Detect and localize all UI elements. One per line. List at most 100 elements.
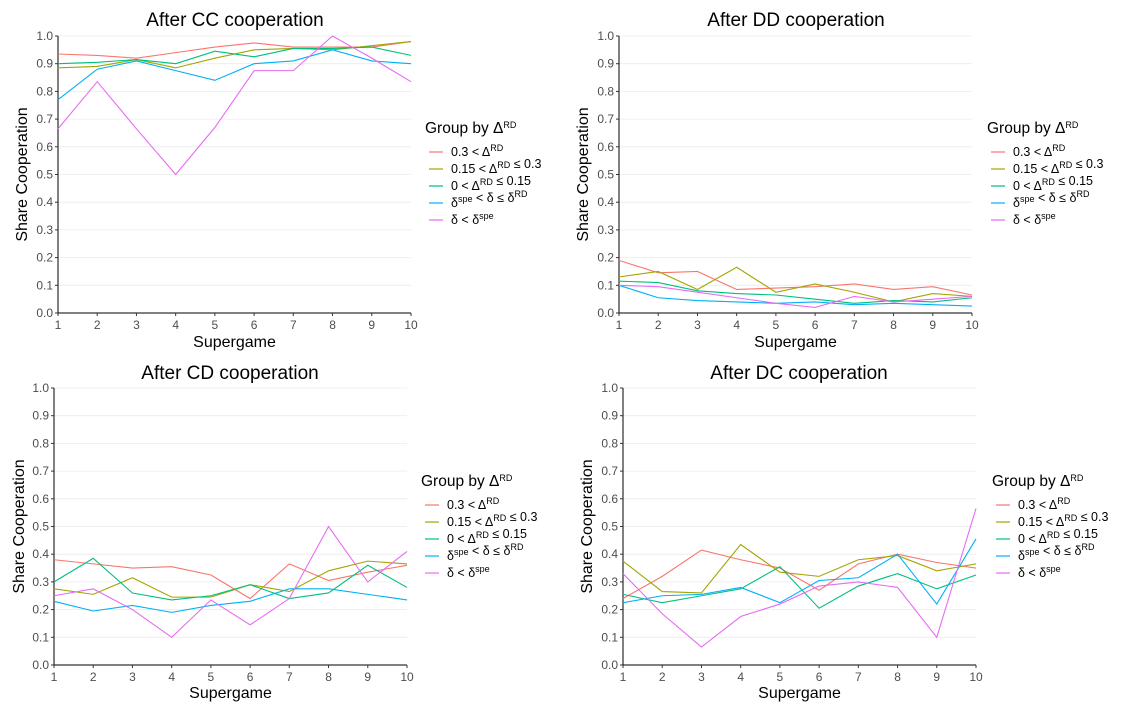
x-tick-label: 10 bbox=[400, 670, 414, 684]
legend-title: Group by ΔRD bbox=[992, 473, 1084, 490]
x-tick-label: 7 bbox=[851, 318, 858, 332]
y-axis-label: Share Cooperation bbox=[11, 459, 28, 593]
y-tick-label: 0.4 bbox=[597, 195, 614, 209]
y-tick-label: 1.0 bbox=[36, 29, 53, 43]
x-tick-label: 1 bbox=[51, 670, 58, 684]
x-tick-label: 9 bbox=[364, 670, 371, 684]
legend-label-3: 0 < ΔRD ≤ 0.15 bbox=[447, 527, 527, 546]
x-tick-label: 2 bbox=[659, 670, 666, 684]
series-line-4 bbox=[53, 588, 408, 613]
gridlines bbox=[623, 387, 976, 666]
y-tick-label: 0.5 bbox=[32, 520, 49, 534]
series-line-4 bbox=[622, 538, 977, 606]
y-axis-label: Share Cooperation bbox=[579, 459, 596, 593]
x-tick-label: 3 bbox=[133, 318, 140, 332]
y-tick-label: 0.2 bbox=[32, 603, 49, 617]
legend-label-5: δ < δspe bbox=[451, 211, 494, 227]
legend-label-2: 0.15 < ΔRD ≤ 0.3 bbox=[1013, 157, 1103, 176]
x-tick-label: 3 bbox=[694, 318, 701, 332]
y-tick-label: 0.3 bbox=[36, 223, 53, 237]
y-tick-label: 0.4 bbox=[32, 547, 49, 561]
legend-label-1: 0.3 < ΔRD bbox=[451, 143, 504, 159]
series-line-2 bbox=[622, 543, 977, 594]
x-tick-label: 9 bbox=[368, 318, 375, 332]
y-tick-label: 0.7 bbox=[36, 112, 53, 126]
x-tick-label: 5 bbox=[212, 318, 219, 332]
y-tick-label: 0.9 bbox=[597, 57, 614, 71]
x-tick-label: 7 bbox=[855, 670, 862, 684]
chart-title: After CD cooperation bbox=[141, 363, 318, 384]
x-tick-label: 10 bbox=[969, 670, 983, 684]
x-tick-label: 2 bbox=[655, 318, 662, 332]
x-tick-label: 7 bbox=[290, 318, 297, 332]
y-tick-label: 0.8 bbox=[32, 436, 49, 450]
legend-title: Group by ΔRD bbox=[421, 473, 513, 490]
y-tick-label: 0.1 bbox=[32, 630, 49, 644]
y-tick-label: 0.4 bbox=[601, 547, 618, 561]
y-tick-label: 0.9 bbox=[36, 57, 53, 71]
series-line-4 bbox=[618, 284, 973, 307]
y-tick-label: 1.0 bbox=[32, 381, 49, 395]
y-tick-label: 1.0 bbox=[601, 381, 618, 395]
y-tick-label: 0.1 bbox=[36, 278, 53, 292]
series-line-5 bbox=[622, 508, 977, 648]
gridlines bbox=[619, 35, 972, 314]
panel-3: 0.0 0.1 0.2 0.3 0.4 0.5 0.6 0.7 0.8 0.9 1.0 1 2 3 4 5 6 7… bbox=[11, 363, 537, 702]
x-tick-label: 4 bbox=[168, 670, 175, 684]
x-axis-label: Supergame bbox=[758, 685, 841, 702]
series-line-3 bbox=[622, 565, 977, 609]
legend-label-1: 0.3 < ΔRD bbox=[447, 496, 500, 512]
x-tick-label: 10 bbox=[965, 318, 979, 332]
series-line-2 bbox=[53, 560, 408, 598]
x-tick-label: 9 bbox=[933, 670, 940, 684]
y-tick-label: 0.5 bbox=[601, 520, 618, 534]
legend-label-4: δspe < δ ≤ δRD bbox=[1013, 189, 1090, 210]
x-tick-label: 4 bbox=[733, 318, 740, 332]
panel-4: 0.0 0.1 0.2 0.3 0.4 0.5 0.6 0.7 0.8 0.9 1.0 1 2 3 4 5 6 7… bbox=[579, 363, 1108, 702]
legend-label-1: 0.3 < ΔRD bbox=[1018, 496, 1071, 512]
x-axis-label: Supergame bbox=[754, 334, 837, 351]
series-line-3 bbox=[618, 280, 973, 304]
legend-label-1: 0.3 < ΔRD bbox=[1013, 143, 1066, 159]
chart-title: After CC cooperation bbox=[146, 10, 323, 31]
legend-label-5: δ < δspe bbox=[1013, 211, 1056, 227]
y-tick-label: 0.8 bbox=[597, 84, 614, 98]
legend-label-4: δspe < δ ≤ δRD bbox=[1018, 542, 1095, 563]
series-line-4 bbox=[57, 49, 412, 101]
y-tick-label: 0.2 bbox=[601, 603, 618, 617]
x-tick-label: 9 bbox=[929, 318, 936, 332]
legend-title: Group by ΔRD bbox=[425, 120, 517, 137]
x-tick-label: 5 bbox=[773, 318, 780, 332]
y-tick-label: 0.0 bbox=[601, 658, 618, 672]
series-line-5 bbox=[53, 525, 408, 639]
y-tick-label: 0.4 bbox=[36, 195, 53, 209]
y-tick-label: 0.9 bbox=[32, 409, 49, 423]
series-line-2 bbox=[618, 266, 973, 303]
y-axis-label: Share Cooperation bbox=[575, 107, 592, 241]
x-tick-label: 4 bbox=[172, 318, 179, 332]
x-tick-label: 3 bbox=[129, 670, 136, 684]
y-tick-label: 0.1 bbox=[601, 630, 618, 644]
legend-label-3: 0 < ΔRD ≤ 0.15 bbox=[1013, 174, 1093, 193]
x-tick-label: 2 bbox=[94, 318, 101, 332]
legend-label-4: δspe < δ ≤ δRD bbox=[451, 189, 528, 210]
x-tick-label: 5 bbox=[208, 670, 215, 684]
y-tick-label: 0.2 bbox=[36, 251, 53, 265]
x-tick-label: 6 bbox=[816, 670, 823, 684]
x-tick-label: 7 bbox=[286, 670, 293, 684]
series-line-5 bbox=[57, 35, 412, 176]
y-tick-label: 0.0 bbox=[597, 306, 614, 320]
legend-label-5: δ < δspe bbox=[1018, 564, 1061, 580]
legend-title: Group by ΔRD bbox=[987, 120, 1079, 137]
y-tick-label: 0.2 bbox=[597, 251, 614, 265]
legend-label-2: 0.15 < ΔRD ≤ 0.3 bbox=[447, 510, 537, 529]
y-tick-label: 0.3 bbox=[601, 575, 618, 589]
legend-label-4: δspe < δ ≤ δRD bbox=[447, 542, 524, 563]
x-axis-label: Supergame bbox=[189, 685, 272, 702]
series-line-3 bbox=[53, 557, 408, 601]
y-tick-label: 0.5 bbox=[597, 168, 614, 182]
x-tick-label: 8 bbox=[329, 318, 336, 332]
